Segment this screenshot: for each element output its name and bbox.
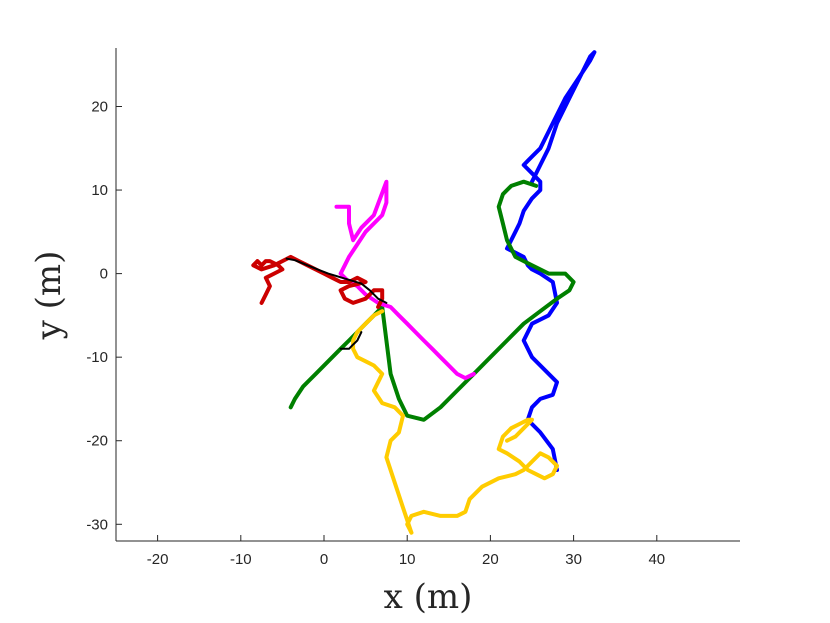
y-axis-title: y (m) (29, 251, 69, 341)
x-tick-label: 40 (648, 551, 665, 568)
x-tick-label: 10 (399, 551, 416, 568)
y-tick-label: -30 (86, 516, 108, 533)
x-tick-label: -10 (230, 551, 252, 568)
y-tick-label: 10 (91, 182, 108, 199)
trajectory-series-line (339, 331, 363, 350)
x-tick-label: 20 (482, 551, 499, 568)
x-ticks: -20 -10 0 10 20 30 40 (147, 535, 665, 568)
y-tick-label: -20 (86, 433, 108, 450)
trajectory-series-line (288, 179, 576, 422)
y-tick-label: -10 (86, 349, 108, 366)
x-axis-title: x (m) (384, 577, 473, 617)
trajectory-series-line (251, 254, 385, 309)
y-tick-label: 0 (100, 266, 108, 283)
trajectory-series-line (351, 309, 414, 535)
x-tick-label: -20 (147, 551, 169, 568)
axes (115, 48, 740, 542)
trajectory-series-line (334, 179, 476, 381)
x-tick-label: 30 (565, 551, 582, 568)
y-ticks: -30 -20 -10 0 10 20 (86, 98, 122, 533)
trajectory-series-line (505, 50, 597, 472)
trajectory-series-line (285, 257, 388, 304)
x-tick-label: 0 (320, 551, 328, 568)
y-tick-label: 20 (91, 98, 108, 115)
series-layer (251, 50, 597, 535)
trajectory-series-line (405, 417, 559, 535)
